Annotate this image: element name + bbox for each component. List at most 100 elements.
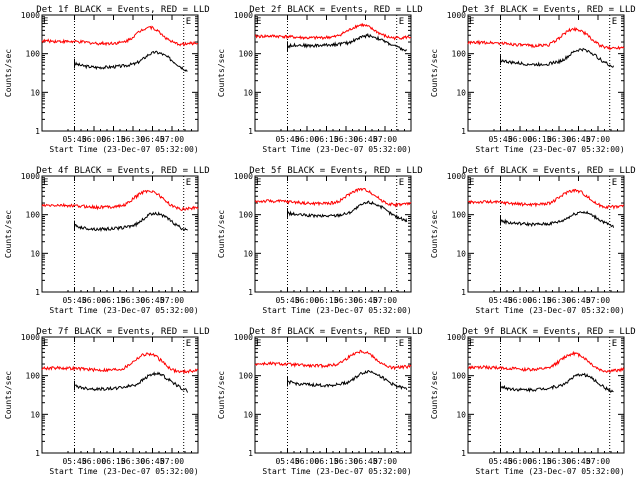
x-tick-label: 05:45 — [275, 296, 299, 305]
x-tick-label: 06:15 — [314, 457, 338, 466]
x-tick-label: 05:45 — [275, 135, 299, 144]
chart-panel-4: Det 4f BLACK = Events, RED = LLD 1 10 100 10… — [4, 166, 210, 315]
series-line-lld — [467, 188, 625, 210]
plot-frame — [254, 175, 412, 293]
series-line-events — [287, 200, 408, 223]
y-tick-label: 1000 — [447, 172, 466, 181]
series-line-events — [500, 47, 615, 68]
edge-marker-label: E — [43, 339, 48, 349]
x-tick-label: 06:45 — [353, 135, 377, 144]
y-tick-label: 10 — [30, 249, 40, 258]
y-tick-label: 10 — [243, 410, 253, 419]
y-tick-label: 10 — [243, 88, 253, 97]
edge-marker-label: E — [612, 339, 617, 349]
edge-marker-label: E — [399, 339, 404, 349]
series-line-lld — [467, 350, 625, 374]
x-tick-label: 07:00 — [373, 135, 397, 144]
y-tick-label: 1000 — [447, 333, 466, 342]
x-tick-label: 06:00 — [508, 135, 532, 144]
chart-title: Det 7f BLACK = Events, RED = LLD — [36, 327, 209, 337]
y-tick-label: 1000 — [447, 11, 466, 20]
y-axis-label: Counts/sec — [4, 49, 13, 97]
chart-panel-9: Det 9f BLACK = Events, RED = LLD 1 10 100 10… — [430, 327, 636, 476]
x-tick-label: 05:45 — [62, 135, 86, 144]
plot-frame — [467, 14, 625, 132]
x-axis-label: Start Time (23-Dec-07 05:32:00) — [49, 467, 198, 476]
y-tick-label: 1 — [461, 449, 466, 458]
x-tick-label: 06:30 — [121, 296, 145, 305]
series-line-events — [500, 372, 614, 393]
edge-marker-label: E — [612, 17, 617, 27]
x-axis-label: Start Time (23-Dec-07 05:32:00) — [49, 306, 198, 315]
chart-panel-1: Det 1f BLACK = Events, RED = LLD 1 10 100 10… — [4, 5, 210, 154]
x-tick-label: 06:00 — [82, 135, 106, 144]
y-tick-label: 100 — [26, 372, 41, 381]
edge-marker-label: E — [256, 17, 261, 27]
series-line-lld — [41, 25, 199, 47]
y-tick-label: 100 — [26, 211, 41, 220]
edge-marker-label: E — [256, 178, 261, 188]
x-tick-label: 06:30 — [121, 457, 145, 466]
x-tick-label: 05:45 — [275, 457, 299, 466]
x-tick-label: 06:30 — [547, 296, 571, 305]
plot-frame — [41, 336, 199, 454]
y-tick-label: 1 — [248, 127, 253, 136]
x-tick-label: 06:30 — [334, 457, 358, 466]
y-axis-label: Counts/sec — [430, 49, 439, 97]
y-tick-label: 1 — [35, 127, 40, 136]
y-tick-label: 10 — [456, 410, 466, 419]
x-tick-label: 06:30 — [334, 296, 358, 305]
y-tick-label: 1000 — [234, 172, 253, 181]
chart-panel-2: Det 2f BLACK = Events, RED = LLD 1 10 100 10… — [217, 5, 423, 154]
edge-marker-label: E — [612, 178, 617, 188]
plot-frame — [254, 336, 412, 454]
y-tick-label: 100 — [239, 372, 254, 381]
y-tick-label: 100 — [26, 50, 41, 59]
chart-title: Det 8f BLACK = Events, RED = LLD — [249, 327, 422, 337]
y-tick-label: 1 — [461, 288, 466, 297]
y-tick-label: 1000 — [234, 333, 253, 342]
chart-panel-7: Det 7f BLACK = Events, RED = LLD 1 10 100 10… — [4, 327, 210, 476]
series-line-lld — [254, 22, 412, 41]
series-line-events — [287, 32, 408, 52]
x-tick-label: 06:00 — [82, 296, 106, 305]
x-tick-label: 07:00 — [586, 135, 610, 144]
edge-marker-label: E — [399, 17, 404, 27]
x-tick-label: 06:15 — [101, 457, 125, 466]
y-tick-label: 1 — [35, 288, 40, 297]
x-tick-label: 07:00 — [586, 296, 610, 305]
edge-marker-label: E — [186, 17, 191, 27]
x-tick-label: 06:30 — [547, 457, 571, 466]
plot-frame — [467, 175, 625, 293]
x-tick-label: 06:00 — [508, 296, 532, 305]
y-tick-label: 1 — [461, 127, 466, 136]
x-tick-label: 06:45 — [353, 457, 377, 466]
y-tick-label: 100 — [239, 50, 254, 59]
series-line-lld — [41, 189, 199, 211]
x-tick-label: 06:30 — [547, 135, 571, 144]
x-tick-label: 06:30 — [334, 135, 358, 144]
y-tick-label: 1000 — [21, 333, 40, 342]
y-tick-label: 10 — [456, 249, 466, 258]
chart-title: Det 5f BLACK = Events, RED = LLD — [249, 166, 422, 176]
y-tick-label: 10 — [30, 88, 40, 97]
series-line-events — [74, 371, 189, 393]
chart-title: Det 2f BLACK = Events, RED = LLD — [249, 5, 422, 15]
chart-title: Det 4f BLACK = Events, RED = LLD — [36, 166, 209, 176]
x-tick-label: 06:00 — [82, 457, 106, 466]
edge-marker-label: E — [469, 178, 474, 188]
x-tick-label: 07:00 — [373, 296, 397, 305]
y-tick-label: 10 — [243, 249, 253, 258]
plot-frame — [41, 14, 199, 132]
series-line-events — [74, 211, 188, 232]
y-tick-label: 1000 — [21, 11, 40, 20]
x-tick-label: 06:00 — [295, 135, 319, 144]
chart-panel-3: Det 3f BLACK = Events, RED = LLD 1 10 100 10… — [430, 5, 636, 154]
x-tick-label: 06:15 — [527, 135, 551, 144]
x-tick-label: 07:00 — [160, 296, 184, 305]
x-tick-label: 05:45 — [62, 296, 86, 305]
x-tick-label: 06:15 — [101, 296, 125, 305]
x-axis-label: Start Time (23-Dec-07 05:32:00) — [475, 467, 624, 476]
y-axis-label: Counts/sec — [4, 371, 13, 419]
